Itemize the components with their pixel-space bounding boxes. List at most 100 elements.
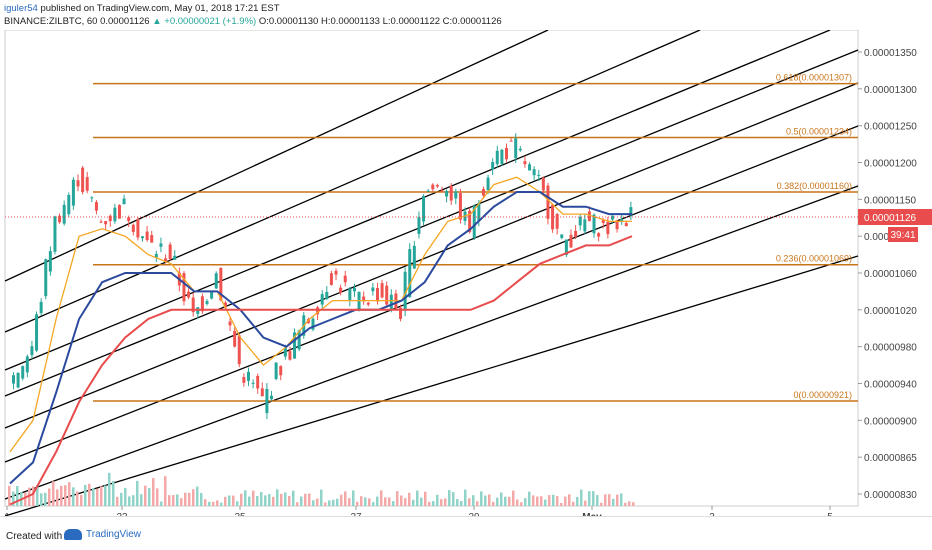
volume-bar <box>548 495 551 506</box>
candle-body <box>256 375 260 389</box>
volume-bar <box>336 498 339 506</box>
volume-bar <box>540 496 543 506</box>
candle-body <box>380 283 384 298</box>
candle-body <box>523 161 527 165</box>
candle-body <box>99 221 103 223</box>
candle-body <box>477 203 481 221</box>
volume-bar <box>440 499 443 506</box>
volume-bar <box>324 502 327 506</box>
candle-body <box>219 267 223 301</box>
candle-body <box>624 222 628 227</box>
volume-bar <box>68 482 71 506</box>
price-chart[interactable]: 0.00001350 0.00001300 0.00001250 0.00001200… <box>0 29 932 523</box>
price-change: ▲ +0.00000021 (+1.9%) <box>152 16 257 27</box>
candle-body <box>481 189 485 196</box>
brand-label: TradingView <box>86 529 142 540</box>
candle-body <box>491 162 495 170</box>
volume-bar <box>160 501 163 506</box>
volume-bar <box>464 489 467 506</box>
volume-bar <box>596 495 599 506</box>
volume-bar <box>616 494 619 506</box>
candle-body <box>81 167 85 193</box>
volume-bar <box>352 490 355 506</box>
tradingview-brand[interactable]: TradingView <box>64 529 141 540</box>
candle-body <box>187 291 191 298</box>
candle-body <box>122 198 126 205</box>
volume-bar <box>24 492 27 506</box>
volume-bar <box>344 491 347 506</box>
volume-bar <box>376 496 379 506</box>
volume-bar <box>532 495 535 506</box>
candle-body <box>136 218 140 238</box>
candle-body <box>39 301 43 314</box>
y-tick-label: 0.00000830 <box>864 490 917 501</box>
candle-body <box>629 207 633 216</box>
candle-body <box>495 150 499 165</box>
channel-line <box>4 29 831 371</box>
volume-bar <box>88 483 91 506</box>
candle-body <box>551 204 555 230</box>
volume-bar <box>40 493 43 506</box>
volume-bar <box>192 489 195 506</box>
countdown-tag <box>888 227 918 243</box>
candle-body <box>85 177 89 191</box>
volume-bar <box>488 494 491 506</box>
candle-body <box>283 347 287 357</box>
volume-bar <box>528 491 531 506</box>
candle-body <box>16 372 20 388</box>
author-link[interactable]: iguler54 <box>4 3 38 14</box>
volume-bar <box>304 493 307 506</box>
volume-bar <box>408 492 411 506</box>
volume-bar <box>56 489 59 506</box>
volume-bar <box>300 496 303 506</box>
candle-body <box>210 291 214 299</box>
volume-bar <box>116 496 119 506</box>
volume-bar <box>204 499 207 506</box>
candle-body <box>200 296 204 312</box>
volume-bar <box>420 497 423 506</box>
volume-bar <box>128 496 131 506</box>
volume-bar <box>44 492 47 506</box>
last-price: 0.00001126 <box>100 16 150 27</box>
volume-bar <box>580 489 583 506</box>
candle-body <box>127 217 131 222</box>
volume-bar <box>380 490 383 506</box>
candle-body <box>293 332 297 359</box>
candle-body <box>141 236 145 239</box>
volume-bar <box>240 493 243 506</box>
volume-bar <box>412 499 415 506</box>
volume-bar <box>228 495 231 506</box>
candle-body <box>426 190 430 192</box>
volume-bar <box>316 498 319 506</box>
volume-bar <box>628 501 631 506</box>
volume-bar <box>120 492 123 506</box>
channel-line <box>4 255 859 517</box>
candle-body <box>117 205 121 219</box>
volume-bar <box>276 489 279 506</box>
candle-body <box>334 270 338 275</box>
volume-bar <box>604 494 607 506</box>
volume-bar <box>436 494 439 506</box>
candle-body <box>412 245 416 269</box>
volume-bar <box>348 498 351 506</box>
candle-body <box>371 287 375 292</box>
volume-bar <box>384 497 387 506</box>
candle-body <box>270 395 274 400</box>
channel-line <box>4 125 859 463</box>
volume-bar <box>364 497 367 506</box>
candle-body <box>597 233 601 237</box>
chart-area[interactable]: 0.00001350 0.00001300 0.00001250 0.00001200… <box>0 29 932 523</box>
candle-body <box>408 249 412 297</box>
volume-bar <box>432 501 435 506</box>
candle-body <box>325 291 329 300</box>
candle-body <box>449 185 453 201</box>
volume-bar <box>600 502 603 506</box>
candle-body <box>251 382 255 384</box>
candle-body <box>509 140 513 142</box>
candle-body <box>62 204 66 224</box>
candle-body <box>94 202 98 211</box>
volume-bar <box>496 497 499 506</box>
candle-body <box>145 231 149 241</box>
candle-body <box>159 243 163 247</box>
volume-bar <box>184 492 187 506</box>
